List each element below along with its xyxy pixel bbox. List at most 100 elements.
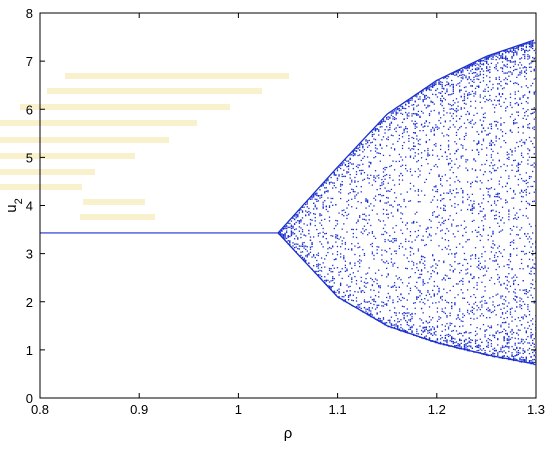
data-point xyxy=(338,191,340,193)
data-point xyxy=(476,309,478,311)
data-point xyxy=(416,126,418,128)
data-point xyxy=(424,260,426,262)
data-point xyxy=(532,232,534,234)
data-point xyxy=(474,334,477,337)
data-point xyxy=(470,345,472,347)
data-point xyxy=(420,273,423,276)
data-point xyxy=(379,193,381,196)
data-point xyxy=(382,213,385,215)
data-point xyxy=(282,237,285,239)
data-point xyxy=(378,269,380,271)
data-point xyxy=(436,188,439,191)
data-point xyxy=(397,278,399,280)
data-point xyxy=(527,362,529,364)
data-point xyxy=(374,144,377,146)
data-point xyxy=(460,89,462,91)
data-point xyxy=(368,232,370,234)
data-point xyxy=(522,125,524,127)
data-point xyxy=(482,73,485,76)
data-point xyxy=(354,191,356,193)
data-point xyxy=(509,244,512,246)
data-point xyxy=(519,45,521,47)
data-point xyxy=(446,340,448,342)
data-point xyxy=(425,87,427,90)
data-point xyxy=(522,318,524,320)
data-point xyxy=(387,319,389,322)
data-point xyxy=(447,103,450,105)
data-point xyxy=(516,82,518,84)
data-point xyxy=(530,287,532,289)
data-point xyxy=(508,213,510,215)
data-point xyxy=(333,173,335,175)
data-point xyxy=(339,165,342,167)
data-point xyxy=(476,148,478,151)
data-point xyxy=(438,245,440,247)
data-point xyxy=(322,235,324,238)
data-point xyxy=(420,164,423,167)
data-point xyxy=(500,283,502,286)
data-point xyxy=(349,294,351,297)
data-point xyxy=(327,279,329,282)
data-point xyxy=(508,216,510,218)
data-point xyxy=(501,131,504,133)
data-point xyxy=(514,61,516,63)
data-point xyxy=(400,324,402,326)
data-point xyxy=(516,212,518,214)
data-point xyxy=(479,262,481,265)
data-point xyxy=(522,67,524,69)
data-point xyxy=(498,192,501,195)
data-point xyxy=(393,110,396,112)
data-point xyxy=(501,57,504,60)
data-point xyxy=(517,162,520,164)
data-point xyxy=(441,279,443,281)
data-point xyxy=(360,173,362,175)
data-point xyxy=(330,268,332,270)
data-point xyxy=(389,297,391,299)
data-point xyxy=(338,295,340,298)
data-point xyxy=(355,279,358,282)
data-point xyxy=(435,93,437,96)
data-point xyxy=(511,51,513,53)
data-point xyxy=(532,266,534,269)
data-point xyxy=(322,183,324,186)
data-point xyxy=(473,293,475,296)
data-point xyxy=(522,54,524,56)
data-point xyxy=(290,220,293,222)
data-point xyxy=(465,226,467,228)
data-point xyxy=(363,285,366,287)
data-point xyxy=(289,240,291,242)
data-point xyxy=(530,344,532,347)
data-point xyxy=(373,175,375,177)
data-point xyxy=(517,170,520,172)
data-point xyxy=(368,161,370,163)
data-point xyxy=(505,132,507,135)
data-point xyxy=(393,326,396,329)
data-point xyxy=(514,118,516,120)
data-point xyxy=(422,239,424,241)
data-point xyxy=(487,69,489,71)
data-point xyxy=(405,103,407,105)
data-point xyxy=(370,289,372,291)
data-point xyxy=(500,85,502,87)
data-point xyxy=(381,320,383,322)
data-point xyxy=(482,353,485,355)
data-point xyxy=(528,204,531,206)
data-point xyxy=(436,191,439,193)
data-point xyxy=(378,320,380,322)
data-point xyxy=(401,213,404,215)
data-point xyxy=(365,286,367,288)
data-point xyxy=(517,184,520,186)
data-point xyxy=(493,336,496,339)
data-point xyxy=(514,217,516,219)
data-point xyxy=(500,198,502,200)
data-point xyxy=(516,170,518,173)
x-tick-label: 1.1 xyxy=(329,402,347,417)
data-point xyxy=(500,347,502,349)
data-point xyxy=(506,157,508,160)
data-point xyxy=(414,152,416,154)
data-point xyxy=(524,303,526,305)
data-point xyxy=(349,154,351,156)
data-point xyxy=(289,226,291,228)
data-point xyxy=(509,93,512,95)
data-point xyxy=(511,320,513,322)
